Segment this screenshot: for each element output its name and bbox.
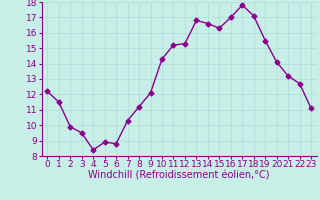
X-axis label: Windchill (Refroidissement éolien,°C): Windchill (Refroidissement éolien,°C) [88,171,270,181]
